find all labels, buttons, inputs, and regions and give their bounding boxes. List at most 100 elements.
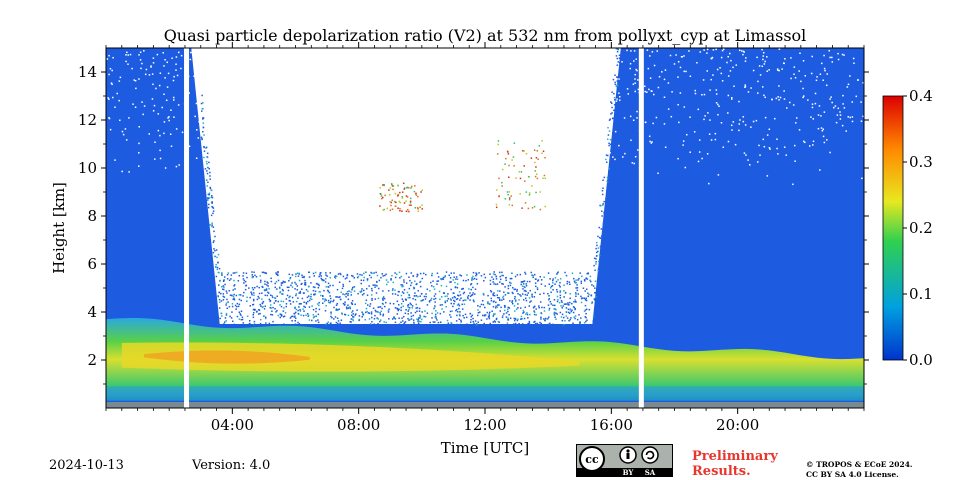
noise-speckle [240,318,243,321]
noise-speckle [388,59,390,62]
noise-speckle [342,275,345,278]
noise-speckle [430,115,433,117]
noise-speckle [219,279,221,282]
noise-speckle [667,108,670,110]
cirrus-speckle [497,143,499,146]
noise-speckle [399,62,402,64]
cirrus-speckle [417,195,419,198]
noise-speckle [362,312,364,315]
noise-speckle [606,181,609,183]
noise-speckle [472,271,475,274]
noise-speckle [360,290,363,292]
noise-speckle [222,126,225,128]
noise-speckle [511,302,514,305]
noise-speckle [382,275,384,277]
noise-speckle [332,299,335,301]
noise-speckle [206,152,209,155]
noise-speckle [502,295,505,298]
noise-speckle [461,303,463,306]
noise-speckle [398,271,401,274]
noise-speckle [487,301,489,303]
noise-speckle [269,306,272,309]
noise-speckle [576,284,578,286]
noise-speckle [245,284,248,287]
noise-speckle [715,93,718,95]
noise-speckle [138,54,140,56]
cirrus-speckle [395,201,397,204]
noise-speckle [418,119,421,122]
noise-speckle [564,320,566,322]
noise-speckle [605,158,607,161]
noise-speckle [235,308,237,310]
noise-speckle [411,98,414,101]
noise-speckle [522,283,525,285]
noise-speckle [129,53,132,56]
noise-speckle [266,89,269,91]
noise-speckle [294,275,297,278]
noise-speckle [424,310,426,312]
cirrus-speckle [510,195,512,197]
noise-speckle [399,277,401,279]
noise-speckle [455,111,458,113]
noise-speckle [572,322,574,324]
noise-speckle [497,304,499,306]
noise-speckle [353,172,356,174]
noise-speckle [547,316,550,318]
noise-speckle [422,299,424,301]
noise-speckle [196,129,198,131]
noise-speckle [350,318,353,320]
noise-speckle [499,58,502,61]
noise-speckle [324,298,326,301]
noise-speckle [294,306,296,309]
noise-speckle [606,138,609,140]
noise-speckle [507,292,510,295]
noise-speckle [273,131,275,133]
noise-speckle [314,53,316,56]
noise-speckle [276,309,278,312]
noise-speckle [583,310,586,313]
noise-speckle [431,312,433,315]
noise-speckle [133,79,136,81]
noise-speckle [494,80,497,83]
noise-speckle [408,287,411,290]
cirrus-speckle [541,152,543,155]
noise-speckle [557,81,560,84]
noise-speckle [358,315,361,317]
noise-speckle [327,101,330,104]
noise-speckle [329,295,331,297]
noise-speckle [410,315,413,318]
noise-speckle [646,91,648,93]
noise-speckle [312,316,315,319]
noise-speckle [220,115,223,117]
noise-speckle [576,318,579,321]
noise-speckle [621,19,623,21]
cirrus-speckle [541,140,543,142]
noise-speckle [583,77,585,80]
noise-speckle [271,310,273,312]
noise-speckle [320,272,322,274]
noise-speckle [232,81,235,84]
noise-speckle [232,59,234,61]
noise-speckle [449,314,451,316]
noise-speckle [343,313,346,316]
noise-speckle [494,273,496,276]
noise-speckle [152,62,155,64]
noise-speckle [539,56,542,58]
noise-speckle [245,272,248,275]
noise-speckle [298,323,301,325]
noise-speckle [370,311,373,313]
noise-speckle [381,123,384,125]
noise-speckle [240,299,242,302]
noise-speckle [657,86,660,89]
noise-speckle [626,88,629,90]
cirrus-speckle [538,145,541,147]
noise-speckle [350,323,353,326]
noise-speckle [380,63,383,66]
noise-speckle [445,306,448,308]
noise-speckle [221,274,223,277]
noise-speckle [525,290,527,293]
noise-speckle [315,282,318,285]
noise-speckle [431,48,434,51]
noise-speckle [527,110,529,112]
